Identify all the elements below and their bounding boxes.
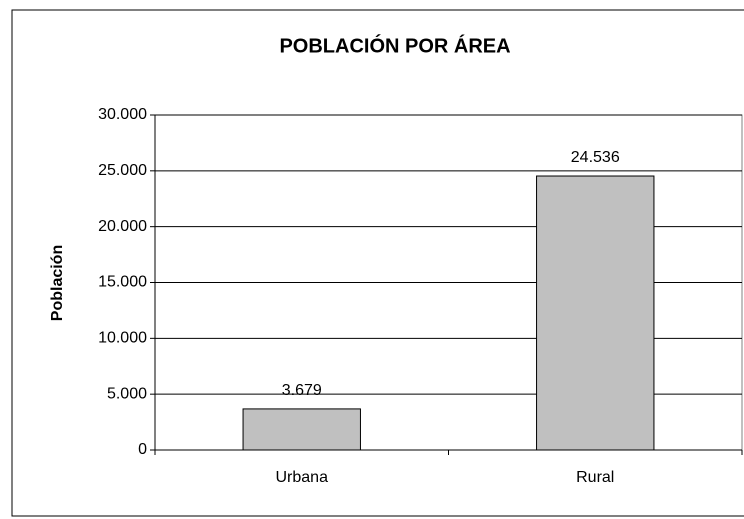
- y-tick-label: 10.000: [98, 330, 147, 347]
- y-tick-label: 15.000: [98, 274, 147, 291]
- y-axis-label: Población: [49, 245, 66, 321]
- y-tick-label: 25.000: [98, 162, 147, 179]
- bar: [242, 408, 361, 451]
- y-tick-label: 5.000: [107, 385, 147, 402]
- bar: [536, 175, 655, 451]
- x-tick-label: Rural: [576, 469, 614, 486]
- y-tick-label: 20.000: [98, 218, 147, 235]
- y-tick-label: 0: [138, 441, 147, 458]
- chart-title: POBLACIÓN POR ÁREA: [279, 33, 510, 57]
- x-tick-label: Urbana: [276, 469, 329, 486]
- y-tick-label: 30.000: [98, 106, 147, 123]
- data-label: 24.536: [571, 149, 620, 166]
- data-label: 3.679: [282, 382, 322, 399]
